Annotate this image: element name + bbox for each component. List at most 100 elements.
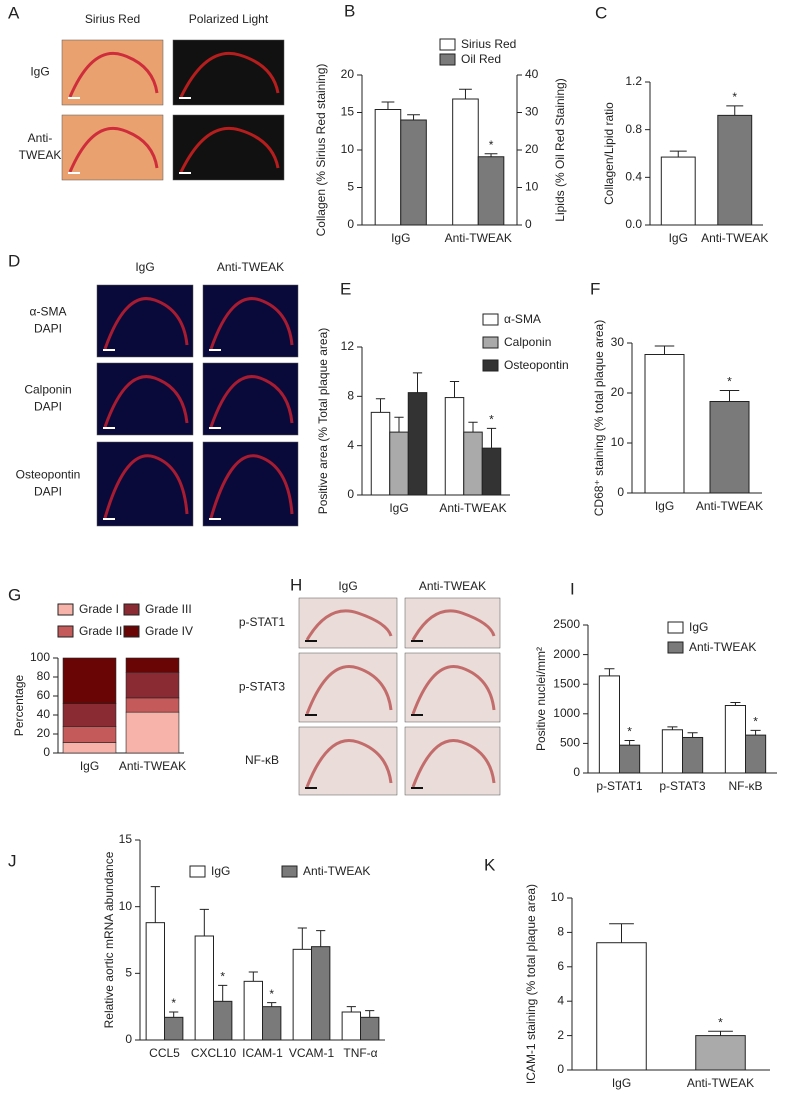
micrograph (172, 114, 285, 181)
tick-label: 20 (37, 726, 51, 740)
x-tick-label: Anti-TWEAK (701, 231, 768, 245)
image-row-label: DAPI (34, 322, 62, 336)
tissue-outline (103, 375, 189, 428)
bar (452, 98, 479, 226)
bar-segment (62, 703, 117, 727)
x-tick-label: IgG (80, 759, 99, 773)
panel-letter: I (570, 579, 575, 598)
tick-label: 8 (557, 925, 564, 939)
image-row-label: Calponin (24, 383, 71, 397)
bar-segment (125, 657, 180, 673)
panel-letter: F (590, 279, 600, 298)
legend-swatch (439, 38, 456, 51)
panel-letter: D (8, 251, 20, 270)
micrograph (61, 114, 164, 181)
bar (619, 744, 641, 774)
bar (311, 946, 331, 1041)
error-bar (248, 971, 258, 982)
legend-label: Calponin (504, 335, 551, 349)
tick-label: 1000 (553, 706, 580, 720)
bar (682, 736, 704, 774)
panel-letter: E (340, 279, 351, 298)
legend-swatch (667, 621, 684, 634)
legend-label: Anti-TWEAK (303, 864, 370, 878)
tick-label: 10 (551, 890, 565, 904)
tick-label: 20 (341, 67, 355, 81)
x-tick-label: ICAM-1 (242, 1046, 283, 1060)
tick-label: 80 (37, 669, 51, 683)
tick-label: 4 (557, 993, 564, 1007)
tick-label: 10 (119, 899, 133, 913)
error-bar (346, 1006, 356, 1012)
significance-marker: * (269, 987, 274, 1001)
tissue-outline (209, 375, 294, 428)
x-tick-label: IgG (389, 501, 408, 515)
image-row-label: NF-κB (245, 753, 279, 767)
tick-label: 10 (611, 435, 625, 449)
bar (598, 675, 621, 774)
bar (463, 431, 483, 496)
micrograph (96, 284, 194, 358)
tick-label: 5 (347, 180, 354, 194)
x-tick-label: Anti-TWEAK (445, 231, 512, 245)
legend-swatch (57, 625, 74, 638)
panel-letter: K (484, 855, 496, 874)
legend-label: Grade III (145, 602, 192, 616)
bar (724, 705, 747, 774)
tick-label: 1500 (553, 676, 580, 690)
bar (145, 922, 165, 1041)
image-row-label: IgG (30, 65, 49, 79)
x-tick-label: IgG (655, 499, 674, 513)
legend-swatch (123, 603, 140, 616)
tissue-outline (411, 609, 496, 641)
x-tick-label: VCAM-1 (289, 1046, 335, 1060)
error-bar (609, 923, 634, 943)
image-column-label: Polarized Light (189, 12, 269, 26)
bar (164, 1016, 184, 1041)
bar-segment (62, 657, 117, 704)
error-bar (394, 416, 404, 433)
bar-segment (62, 742, 117, 754)
image-column-label: IgG (338, 579, 357, 593)
tick-label: 0 (43, 745, 50, 759)
image-row-label: α-SMA (30, 305, 67, 319)
bar (243, 980, 263, 1041)
tissue-outline (179, 51, 280, 98)
axis-label: Collagen (% Sirius Red staining) (314, 64, 328, 237)
tick-label: 12 (341, 339, 355, 353)
bar (389, 431, 409, 496)
bar (695, 1035, 746, 1071)
legend-swatch (123, 625, 140, 638)
significance-marker: * (489, 138, 494, 152)
image-row-label: Anti- (28, 131, 53, 145)
tick-label: 0 (557, 1062, 564, 1076)
error-bar (486, 427, 497, 449)
tick-label: 0 (573, 765, 580, 779)
significance-marker: * (489, 413, 494, 427)
error-bar (624, 739, 635, 746)
axis-label: Positive nuclei/mm² (534, 647, 548, 751)
tissue-outline (68, 126, 159, 173)
tick-label: 8 (347, 389, 354, 403)
axis-label: Relative aortic mRNA abundance (102, 851, 116, 1028)
panel-letter: C (595, 3, 607, 22)
significance-marker: * (718, 1015, 723, 1029)
panel-letter: J (8, 851, 17, 870)
error-bar (654, 345, 675, 355)
tick-label: 2500 (553, 617, 580, 631)
significance-marker: * (627, 725, 632, 739)
tick-label: 5 (125, 966, 132, 980)
x-tick-label: IgG (612, 1076, 631, 1090)
tick-label: 0.4 (625, 170, 642, 184)
micrograph (202, 284, 299, 358)
tick-label: 1.2 (625, 74, 642, 88)
tissue-outline (411, 665, 496, 715)
tissue-outline (305, 739, 393, 788)
error-bar (199, 908, 209, 936)
bar-segment (125, 711, 180, 754)
tick-label: 0 (125, 1032, 132, 1046)
x-tick-label: Anti-TWEAK (696, 499, 763, 513)
x-tick-label: Anti-TWEAK (439, 501, 506, 515)
panel-letter: B (344, 1, 355, 20)
error-bar (604, 668, 615, 676)
